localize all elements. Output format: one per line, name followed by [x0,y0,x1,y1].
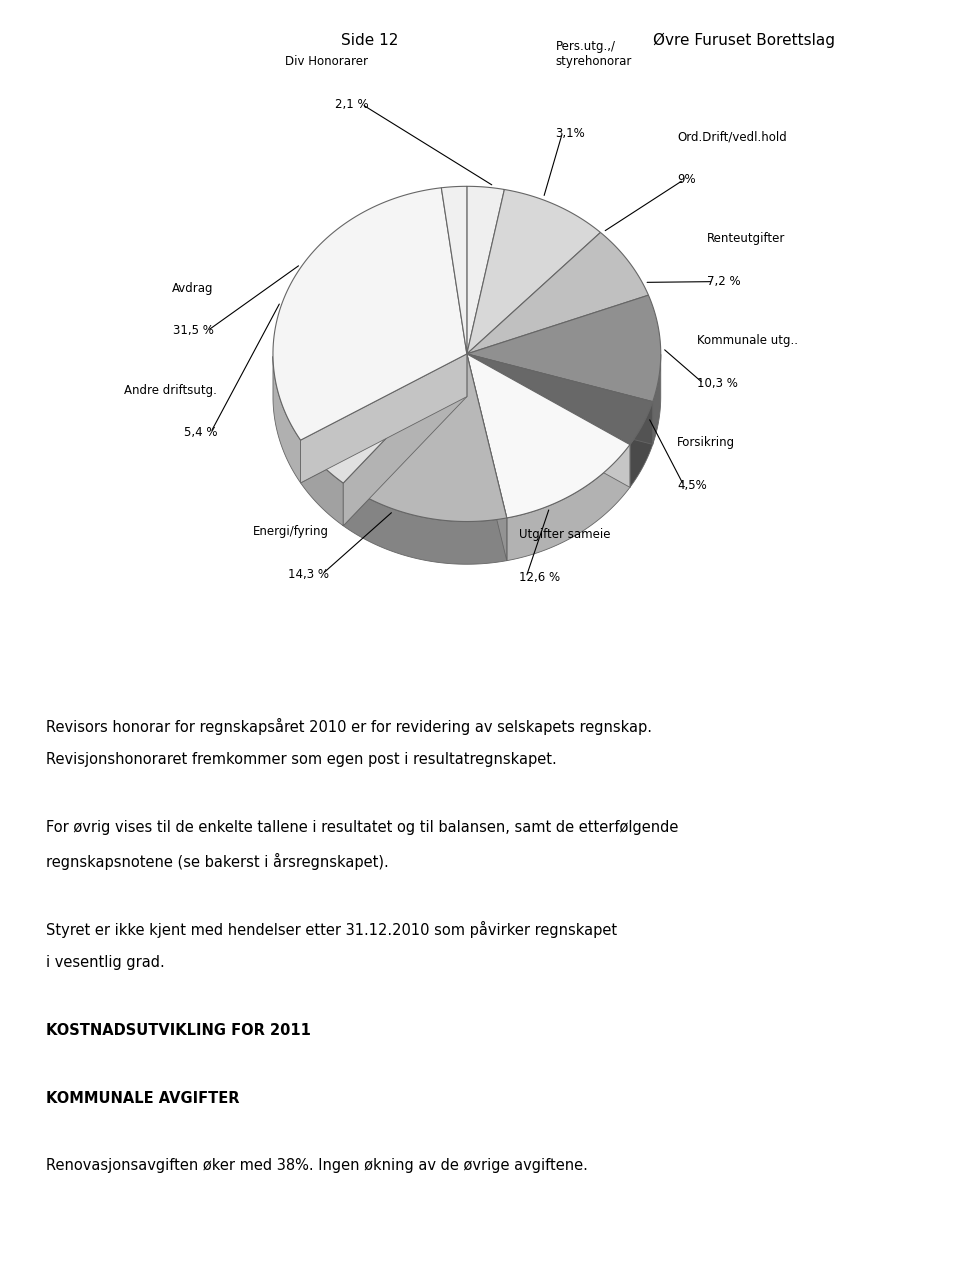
Text: 9%: 9% [677,173,696,186]
Polygon shape [300,354,467,483]
Polygon shape [507,445,630,561]
Polygon shape [467,354,507,561]
Polygon shape [300,440,344,526]
Text: For øvrig vises til de enkelte tallene i resultatet og til balansen, samt de ett: For øvrig vises til de enkelte tallene i… [46,819,679,834]
Polygon shape [273,188,467,440]
Polygon shape [273,356,300,483]
Polygon shape [630,402,653,488]
Polygon shape [467,354,507,561]
Text: Div Honorarer: Div Honorarer [285,56,369,68]
Text: Revisjonshonoraret fremkommer som egen post i resultatregnskapet.: Revisjonshonoraret fremkommer som egen p… [46,752,557,767]
Text: Revisors honorar for regnskapsåret 2010 er for revidering av selskapets regnskap: Revisors honorar for regnskapsåret 2010 … [46,718,652,734]
Polygon shape [467,354,630,518]
Polygon shape [344,483,507,564]
Text: 31,5 %: 31,5 % [173,325,214,337]
Text: Forsikring: Forsikring [677,436,735,449]
Text: 14,3 %: 14,3 % [288,568,329,580]
Text: Øvre Furuset Borettslag: Øvre Furuset Borettslag [653,33,835,48]
Polygon shape [467,354,630,488]
Text: Kommunale utg..: Kommunale utg.. [697,335,798,348]
Polygon shape [442,186,467,354]
Text: Energi/fyring: Energi/fyring [252,525,329,538]
Polygon shape [653,354,660,445]
Text: 10,3 %: 10,3 % [697,377,738,389]
Polygon shape [467,190,600,354]
Text: Andre driftsutg.: Andre driftsutg. [124,384,217,397]
Text: 5,4 %: 5,4 % [183,426,217,439]
Text: Side 12: Side 12 [341,33,398,48]
Polygon shape [467,354,653,445]
Text: Styret er ikke kjent med hendelser etter 31.12.2010 som påvirker regnskapet: Styret er ikke kjent med hendelser etter… [46,921,617,938]
Text: Ord.Drift/vedl.hold: Ord.Drift/vedl.hold [677,130,787,144]
Polygon shape [467,296,660,402]
Text: KOSTNADSUTVIKLING FOR 2011: KOSTNADSUTVIKLING FOR 2011 [46,1023,311,1038]
Text: Utgifter sameie: Utgifter sameie [519,528,611,541]
Text: Renteutgifter: Renteutgifter [707,233,785,245]
Polygon shape [344,354,467,526]
Text: Avdrag: Avdrag [172,282,214,295]
Text: 3,1%: 3,1% [556,128,586,140]
Text: regnskapsnotene (se bakerst i årsregnskapet).: regnskapsnotene (se bakerst i årsregnska… [46,853,389,871]
Polygon shape [467,354,653,445]
Polygon shape [467,354,653,445]
Text: i vesentlig grad.: i vesentlig grad. [46,956,165,969]
Text: 2,1 %: 2,1 % [335,97,369,110]
Polygon shape [300,354,467,483]
Polygon shape [467,354,630,488]
Polygon shape [467,186,504,354]
Text: Renovasjonsavgiften øker med 38%. Ingen økning av de øvrige avgiftene.: Renovasjonsavgiften øker med 38%. Ingen … [46,1158,588,1173]
Text: KOMMUNALE AVGIFTER: KOMMUNALE AVGIFTER [46,1091,240,1106]
Polygon shape [467,233,648,354]
Text: Pers.utg.,/
styrehonorar: Pers.utg.,/ styrehonorar [556,40,632,68]
Polygon shape [300,354,467,483]
Text: 7,2 %: 7,2 % [707,276,740,288]
Text: 12,6 %: 12,6 % [519,571,561,584]
Text: 4,5%: 4,5% [677,479,707,492]
Polygon shape [344,354,467,526]
Polygon shape [344,354,507,522]
